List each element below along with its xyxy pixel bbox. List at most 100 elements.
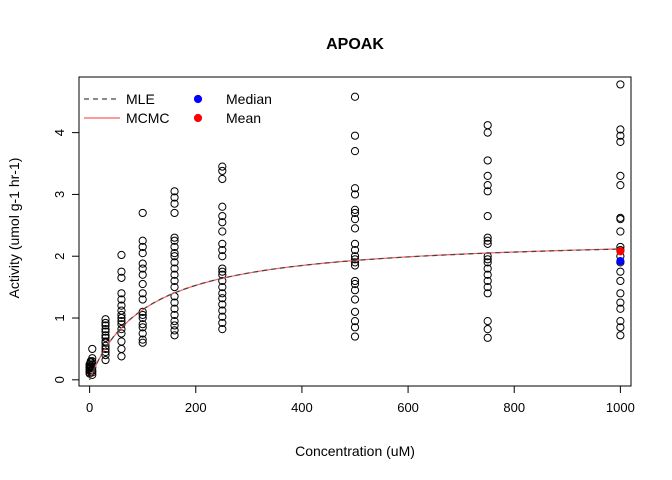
legend-median-swatch [193, 94, 203, 104]
data-point [138, 264, 147, 273]
data-point [88, 357, 97, 366]
legend-mcmc-label: MCMC [126, 110, 170, 126]
data-point [616, 213, 625, 222]
median-point [616, 257, 625, 266]
data-point [483, 156, 492, 165]
data-point [138, 323, 147, 332]
data-point [101, 327, 110, 336]
data-point [350, 205, 360, 214]
data-point [483, 333, 492, 342]
data-point [350, 307, 360, 316]
data-point [218, 306, 227, 315]
data-point [170, 326, 179, 335]
data-point [483, 255, 492, 264]
data-point [138, 259, 147, 268]
data-point [101, 337, 110, 346]
data-point [117, 310, 126, 320]
data-point [117, 325, 126, 334]
data-point [483, 236, 492, 245]
data-point [117, 273, 126, 282]
y-tick-label: 4 [52, 129, 67, 136]
data-point [170, 236, 179, 245]
data-point [483, 317, 492, 326]
data-point [483, 325, 492, 334]
data-point [117, 317, 126, 326]
data-point [218, 318, 227, 328]
data-point [101, 315, 110, 324]
data-point [170, 304, 179, 313]
data-point [117, 250, 126, 260]
data-point [218, 289, 227, 298]
data-point [101, 355, 110, 365]
data-point [218, 245, 227, 255]
legend-median-label: Median [226, 91, 272, 107]
data-point [350, 208, 360, 218]
fit-curves-group [89, 248, 621, 381]
data-point [117, 267, 126, 276]
data-point [170, 208, 179, 218]
data-point [170, 276, 179, 286]
data-point [350, 92, 360, 101]
data-point [616, 289, 625, 298]
data-point [170, 199, 179, 208]
data-point [170, 258, 179, 267]
data-point [483, 264, 492, 273]
data-point [138, 236, 147, 245]
x-tick-label: 400 [291, 400, 313, 415]
legend: MLE MCMC Median Mean [84, 91, 272, 126]
data-point [101, 333, 110, 342]
data-point [101, 325, 110, 334]
summary-points-group [616, 247, 625, 266]
x-tick-label: 0 [86, 400, 93, 415]
data-point [88, 354, 97, 363]
data-point [218, 202, 227, 211]
data-point [616, 317, 625, 326]
data-point [88, 344, 97, 354]
data-point [483, 283, 492, 292]
data-point [483, 121, 492, 130]
data-point [483, 181, 492, 190]
legend-mle-label: MLE [126, 91, 155, 107]
scatter-points-group [85, 80, 625, 379]
data-point [483, 187, 492, 196]
data-point [350, 261, 360, 270]
data-point [350, 258, 360, 267]
x-tick-label: 200 [185, 400, 207, 415]
data-point [138, 338, 147, 347]
data-point [350, 224, 360, 233]
data-point [350, 279, 360, 289]
data-point [170, 298, 179, 307]
data-point [138, 310, 147, 320]
data-point [616, 304, 625, 313]
data-point [138, 335, 147, 344]
data-point [483, 258, 492, 267]
y-axis-title: Activity (umol g-1 hr-1) [6, 158, 22, 299]
mle-curve [89, 248, 621, 381]
chart-title: APOAK [326, 36, 384, 53]
data-point [170, 317, 179, 326]
data-point [218, 227, 227, 236]
data-point [616, 125, 625, 134]
data-point [138, 329, 147, 338]
data-point [170, 310, 179, 320]
data-point [218, 267, 227, 276]
y-axis: 0 1 2 3 4 [52, 129, 80, 383]
data-point [350, 255, 360, 264]
data-point [138, 313, 147, 323]
data-point [616, 171, 625, 180]
data-point [218, 166, 227, 176]
data-point [170, 187, 179, 196]
data-point [483, 171, 492, 180]
data-point [170, 249, 179, 258]
data-point [616, 323, 625, 332]
x-axis-title: Concentration (uM) [295, 443, 415, 459]
data-point [350, 147, 360, 156]
data-point [138, 279, 147, 289]
data-point [86, 362, 95, 371]
data-point [350, 131, 360, 140]
data-point [101, 318, 110, 328]
data-point [170, 283, 179, 292]
data-point [170, 193, 179, 202]
data-point [483, 211, 492, 221]
data-point [218, 283, 227, 292]
